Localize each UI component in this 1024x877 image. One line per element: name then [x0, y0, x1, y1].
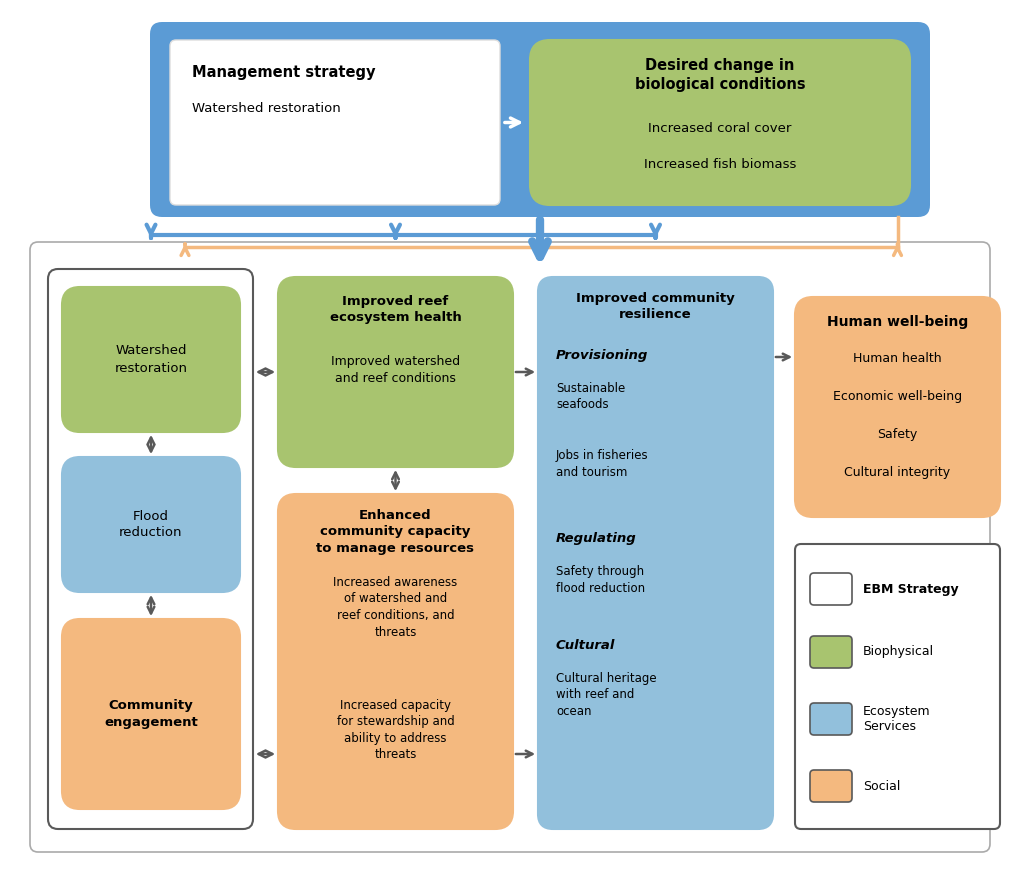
Text: Biophysical: Biophysical [863, 645, 934, 659]
Text: Cultural heritage
with reef and
ocean: Cultural heritage with reef and ocean [556, 672, 656, 718]
Text: Human health: Human health [853, 352, 942, 365]
Text: Desired change in
biological conditions: Desired change in biological conditions [635, 58, 805, 92]
FancyBboxPatch shape [810, 770, 852, 802]
Text: Increased fish biomass: Increased fish biomass [644, 158, 797, 171]
Text: Flood
reduction: Flood reduction [119, 510, 182, 539]
Text: Sustainable
seafoods: Sustainable seafoods [556, 382, 626, 411]
FancyBboxPatch shape [795, 544, 1000, 829]
Text: Social: Social [863, 780, 900, 793]
Text: Enhanced
community capacity
to manage resources: Enhanced community capacity to manage re… [316, 509, 474, 555]
Text: Watershed restoration: Watershed restoration [193, 102, 341, 115]
FancyBboxPatch shape [278, 277, 513, 467]
Text: EBM Strategy: EBM Strategy [863, 582, 958, 595]
Text: Improved community
resilience: Improved community resilience [577, 292, 735, 322]
FancyBboxPatch shape [62, 287, 240, 432]
Text: Increased awareness
of watershed and
reef conditions, and
threats: Increased awareness of watershed and ree… [334, 576, 458, 638]
Text: Increased coral cover: Increased coral cover [648, 122, 792, 135]
Text: Jobs in fisheries
and tourism: Jobs in fisheries and tourism [556, 449, 648, 479]
Text: Provisioning: Provisioning [556, 349, 648, 362]
Text: Cultural integrity: Cultural integrity [845, 466, 950, 479]
FancyBboxPatch shape [170, 40, 500, 205]
Text: Safety: Safety [878, 428, 918, 441]
FancyBboxPatch shape [810, 703, 852, 735]
Text: Economic well-being: Economic well-being [833, 390, 963, 403]
FancyBboxPatch shape [62, 619, 240, 809]
FancyBboxPatch shape [810, 636, 852, 668]
FancyBboxPatch shape [538, 277, 773, 829]
Text: Ecosystem
Services: Ecosystem Services [863, 704, 931, 733]
FancyBboxPatch shape [278, 494, 513, 829]
FancyBboxPatch shape [30, 242, 990, 852]
Text: Safety through
flood reduction: Safety through flood reduction [556, 565, 645, 595]
FancyBboxPatch shape [530, 40, 910, 205]
FancyBboxPatch shape [795, 297, 1000, 517]
Text: Community
engagement: Community engagement [104, 699, 198, 729]
FancyBboxPatch shape [48, 269, 253, 829]
Text: Improved watershed
and reef conditions: Improved watershed and reef conditions [331, 355, 460, 384]
Text: Regulating: Regulating [556, 532, 637, 545]
FancyBboxPatch shape [150, 22, 930, 217]
Text: Watershed
restoration: Watershed restoration [115, 345, 187, 374]
Text: Cultural: Cultural [556, 639, 615, 652]
FancyBboxPatch shape [62, 457, 240, 592]
Text: Management strategy: Management strategy [193, 65, 376, 80]
FancyBboxPatch shape [810, 573, 852, 605]
Text: Increased capacity
for stewardship and
ability to address
threats: Increased capacity for stewardship and a… [337, 699, 455, 761]
Text: Improved reef
ecosystem health: Improved reef ecosystem health [330, 295, 462, 324]
Text: Human well-being: Human well-being [826, 315, 968, 329]
